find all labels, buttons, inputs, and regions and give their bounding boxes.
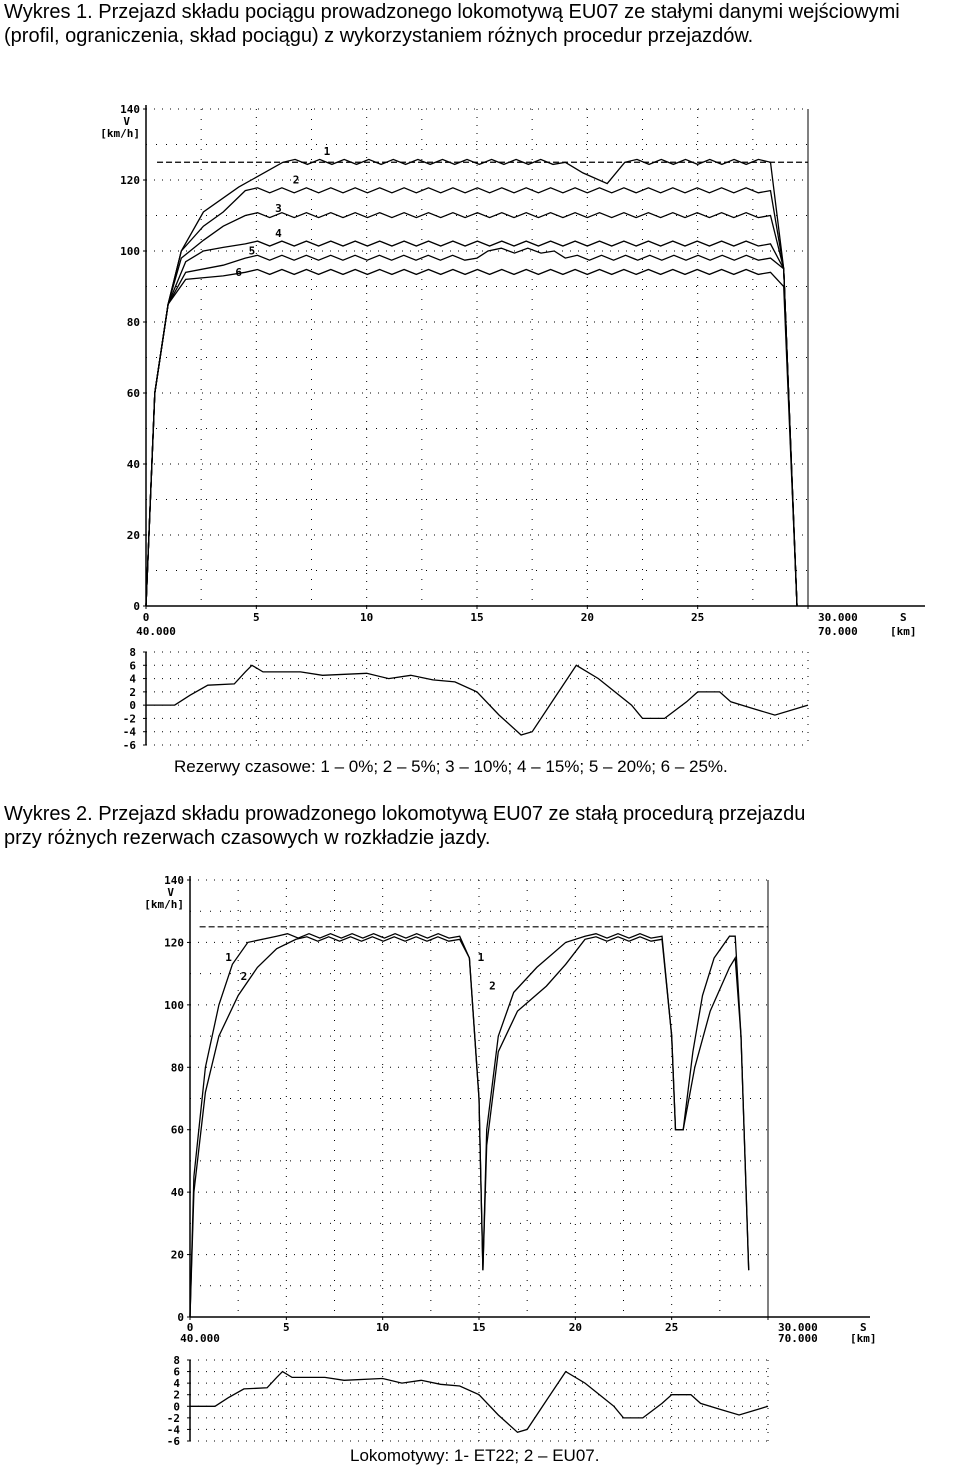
c2-series-2-label: 2	[489, 979, 496, 992]
c2-series-1-line	[189, 932, 750, 1318]
c2-y-tick-label: 140	[164, 874, 184, 887]
c1-y-tick-label: 0	[133, 600, 140, 613]
c1-grad-y-tick-label: 0	[129, 699, 136, 712]
c2-x-end-label: 70.000	[778, 1332, 818, 1345]
c1-y-tick-label: 60	[127, 387, 140, 400]
c1-series-4-label: 4	[275, 227, 282, 240]
c2-grad-y-tick-label: 2	[173, 1389, 180, 1402]
c1-y-tick-label: 80	[127, 316, 140, 329]
c1-y-tick-label: 100	[120, 245, 140, 258]
figure1-caption: Wykres 1. Przejazd składu pociągu prowad…	[4, 1, 900, 47]
c1-series-3-label: 3	[275, 202, 282, 215]
c1-y-label-v: V	[123, 115, 130, 128]
c1-grad-y-tick-label: -6	[123, 739, 137, 752]
c2-series-2-line	[189, 936, 750, 1318]
c1-y-tick-label: 140	[120, 103, 140, 116]
c1-grad-y-tick-label: 2	[129, 686, 136, 699]
c2-grad-y-tick-label: 4	[173, 1377, 180, 1390]
c1-grad-y-tick-label: 4	[129, 673, 136, 686]
c1-y-tick-label: 120	[120, 174, 140, 187]
c1-x-tick-label: 30.000	[818, 611, 858, 624]
c1-series-4-line	[145, 240, 798, 607]
c2-x-tick-label: 10	[376, 1321, 389, 1334]
c1-y-label-unit: [km/h]	[100, 127, 140, 140]
c2-series-1-label: 1	[225, 951, 232, 964]
c1-series-3-line	[145, 211, 798, 607]
c1-series-2-line	[145, 187, 798, 607]
c2-grad-y-tick-label: 0	[173, 1400, 180, 1413]
c2-series-1-label: 1	[478, 951, 485, 964]
c2-grad-y-tick-label: 6	[173, 1366, 180, 1379]
c2-y-tick-label: 40	[171, 1186, 184, 1199]
c2-y-label-unit: [km/h]	[144, 898, 184, 911]
c1-x-tick-label: 10	[360, 611, 373, 624]
c1-x-tick-label: 5	[253, 611, 260, 624]
c1-x-start-label: 40.000	[136, 625, 176, 638]
c1-series-6-line	[145, 268, 798, 607]
c2-grad-y-tick-label: -4	[167, 1423, 181, 1436]
c2-x-tick-label: 30.000	[778, 1321, 818, 1334]
c2-grad-y-tick-label: 8	[173, 1354, 180, 1367]
c1-x-end-label: 70.000	[818, 625, 858, 638]
c2-grad-y-tick-label: -6	[167, 1435, 181, 1448]
c1-y-tick-label: 20	[127, 529, 140, 542]
c1-x-tick-label: 0	[143, 611, 150, 624]
c2-y-tick-label: 80	[171, 1061, 184, 1074]
c2-y-tick-label: 100	[164, 999, 184, 1012]
c1-grad-y-tick-label: -2	[123, 712, 136, 725]
c1-x-label-unit: [km]	[890, 625, 917, 638]
c2-y-tick-label: 120	[164, 936, 184, 949]
c1-grad-y-tick-label: 6	[129, 659, 136, 672]
c1-x-tick-label: 15	[470, 611, 483, 624]
c1-grad-y-tick-label: 8	[129, 646, 136, 659]
c1-series-1-line	[145, 158, 798, 607]
c1-series-2-label: 2	[293, 174, 300, 187]
c2-grad-y-tick-label: -2	[167, 1412, 180, 1425]
c1-gradient-line	[146, 664, 809, 736]
c2-x-tick-label: 20	[569, 1321, 582, 1334]
c1-series-6-label: 6	[235, 266, 242, 279]
c1-x-label-s: S	[900, 611, 907, 624]
c2-series-2-label: 2	[241, 970, 248, 983]
figure2-caption-line1: Wykres 2. Przejazd składu prowadzonego l…	[4, 803, 806, 825]
c2-y-tick-label: 0	[177, 1311, 184, 1324]
c1-series-5-line	[145, 247, 798, 607]
c1-x-tick-label: 20	[581, 611, 594, 624]
c1-series-1-label: 1	[324, 145, 331, 158]
c2-gradient-line	[190, 1370, 769, 1434]
c2-y-label-v: V	[167, 886, 174, 899]
c2-x-label-s: S	[860, 1321, 867, 1334]
c1-x-tick-label: 25	[691, 611, 704, 624]
c2-y-tick-label: 20	[171, 1249, 184, 1262]
c1-series-5-label: 5	[249, 245, 256, 258]
figure2-caption-line2: przy różnych rezerwach czasowych w rozkł…	[4, 827, 491, 849]
c2-x-tick-label: 25	[665, 1321, 678, 1334]
c2-y-tick-label: 60	[171, 1124, 184, 1137]
c2-x-tick-label: 15	[472, 1321, 485, 1334]
c1-y-tick-label: 40	[127, 458, 140, 471]
c2-x-tick-label: 0	[187, 1321, 194, 1334]
figure2-note: Lokomotywy: 1- ET22; 2 – EU07.	[350, 1446, 600, 1465]
c2-x-tick-label: 5	[283, 1321, 290, 1334]
c1-grad-y-tick-label: -4	[123, 726, 137, 739]
figure2-caption: Wykres 2. Przejazd składu prowadzonego l…	[4, 802, 960, 850]
c2-x-start-label: 40.000	[180, 1332, 220, 1345]
figure1-note: Rezerwy czasowe: 1 – 0%; 2 – 5%; 3 – 10%…	[174, 757, 728, 776]
c2-x-label-unit: [km]	[850, 1332, 877, 1345]
